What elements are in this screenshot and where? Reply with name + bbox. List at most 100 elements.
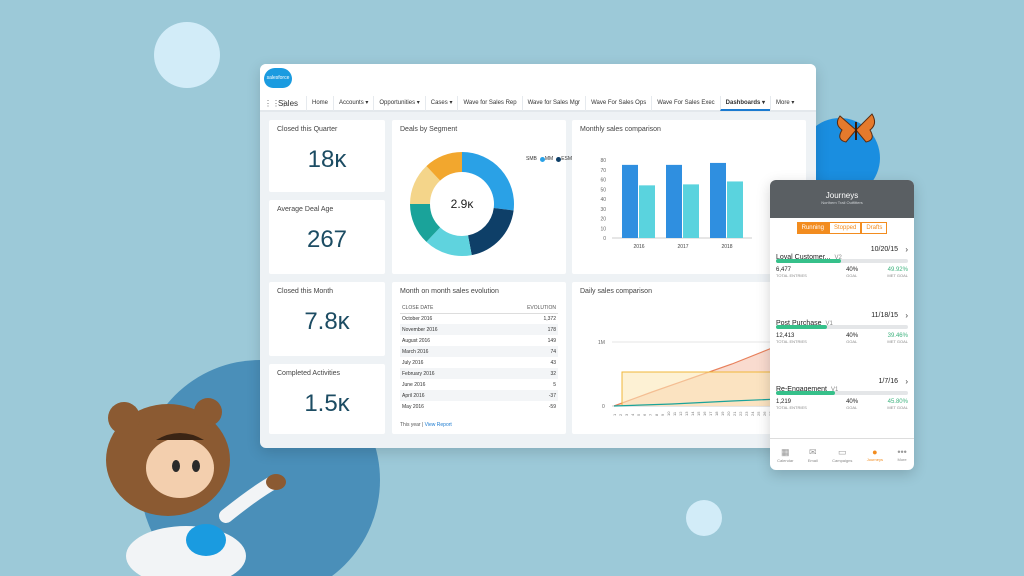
table-row[interactable]: March 2016 74 (400, 346, 558, 357)
table-row[interactable]: February 2016 32 (400, 368, 558, 379)
table-row[interactable]: April 2016 -37 (400, 390, 558, 401)
card-title: Daily sales comparison (580, 288, 652, 295)
legend-swatch (556, 156, 562, 162)
sales-evolution-card[interactable]: Month on month sales evolution CLOSE DAT… (392, 282, 566, 434)
donut-slice[interactable] (426, 227, 472, 256)
donut-slice[interactable] (462, 152, 514, 211)
journey-stats: 1,219 TOTAL ENTRIES 40% GOAL 45.80% MET GOAL (776, 399, 908, 410)
journeys-title: Journeys (825, 191, 859, 200)
tab-drafts[interactable]: Drafts (861, 222, 888, 234)
goal-stat: 40% GOAL (846, 399, 859, 410)
evolution-cell: -37 (486, 390, 558, 401)
metric-card[interactable]: Completed Activities 1.5ᴋ (269, 364, 385, 434)
table-row[interactable]: August 2016 149 (400, 335, 558, 346)
close-date-cell: March 2016 (400, 346, 487, 357)
nav-item-wave-rep[interactable]: Wave for Sales Rep (457, 95, 521, 111)
metric-value: 1.5ᴋ (304, 390, 350, 417)
bar[interactable] (710, 162, 726, 238)
bar[interactable] (666, 164, 682, 238)
y-tick-label: 0 (602, 404, 605, 410)
journey-row[interactable]: Loyal Customer... V2 10/20/15 › 6,477 TOTAL E… (776, 245, 908, 304)
journey-row[interactable]: Post Purchase V1 11/18/15 › 12,413 TOTAL ENTR… (776, 311, 908, 370)
donut-slice[interactable] (410, 204, 441, 242)
x-tick-label: 12 (678, 411, 683, 416)
monthly-sales-card[interactable]: Monthly sales comparison 80 70 60 50 40 30 20 1… (572, 120, 806, 274)
x-tick-label: 9 (660, 413, 665, 416)
card-title: Deals by Segment (400, 126, 458, 133)
metric-card[interactable]: Average Deal Age 267 (269, 200, 385, 274)
tab-more[interactable]: ••• More (897, 447, 906, 462)
column-header[interactable]: EVOLUTION (486, 304, 558, 314)
salesforce-logo[interactable]: salesforce (264, 68, 292, 88)
progress-fill (776, 325, 828, 329)
tab-running[interactable]: Running (796, 222, 829, 234)
nav-item-wave-ops[interactable]: Wave For Sales Ops (585, 95, 651, 111)
legend-item[interactable]: SMB (526, 154, 545, 164)
line-series (613, 397, 805, 407)
mascot-illustration (106, 398, 286, 576)
journey-icon: ● (872, 447, 878, 457)
donut-slice[interactable] (426, 152, 462, 181)
table-row[interactable]: October 2016 1,372 (400, 313, 558, 324)
nav-item-wave-mgr[interactable]: Wave for Sales Mgr (521, 95, 585, 111)
x-tick-label: 2 (618, 413, 623, 416)
chevron-right-icon[interactable]: › (905, 377, 908, 386)
metric-card[interactable]: Closed this Quarter 18ᴋ (269, 120, 385, 192)
nav-item-wave-exec[interactable]: Wave For Sales Exec (651, 95, 719, 111)
legend-swatch (539, 156, 545, 162)
metric-card[interactable]: Closed this Month 7.8ᴋ (269, 282, 385, 356)
tab-journeys[interactable]: ● Journeys (867, 447, 883, 462)
table-row[interactable]: June 2016 5 (400, 379, 558, 390)
bar[interactable] (639, 185, 655, 238)
x-tick-label: 23 (744, 411, 749, 416)
app-launcher-icon[interactable]: ⋮⋮⋮ (264, 98, 288, 108)
x-tick-label: 4 (630, 413, 635, 416)
tab-label: Journeys (866, 457, 883, 462)
donut-slice[interactable] (410, 166, 441, 204)
x-tick-label: 19 (720, 411, 725, 416)
goal-stat: 40% GOAL (846, 267, 859, 278)
daily-sales-card[interactable]: Daily sales comparison 1M 0 1 2 3 4 5 6 7 8 9 10 1… (572, 282, 806, 434)
tab-calendar[interactable]: ▦ Calendar (777, 447, 793, 463)
nav-item-opportunities[interactable]: Opportunities ▾ (373, 95, 424, 111)
journeys-subtitle: Northern Trail Outfitters (821, 200, 863, 205)
tab-stopped[interactable]: Stopped (828, 222, 862, 234)
nav-item-cases[interactable]: Cases ▾ (424, 95, 458, 111)
table-footer: This year | View Report (400, 422, 452, 428)
x-tick-label: 8 (654, 413, 659, 416)
tab-email[interactable]: ✉ Email (808, 447, 818, 463)
legend-item[interactable]: MM (545, 154, 562, 164)
bar[interactable] (727, 181, 743, 238)
journey-version: V1 (825, 321, 833, 327)
journey-date: 11/18/15 (871, 312, 898, 319)
donut-slice[interactable] (467, 208, 514, 256)
x-tick-label: 21 (732, 411, 737, 416)
met-goal-stat: 39.46% MET GOAL (887, 333, 908, 344)
tab-campaigns[interactable]: ▭ Campaigns (832, 447, 852, 463)
chevron-right-icon[interactable]: › (905, 245, 908, 254)
column-header[interactable]: CLOSE DATE (400, 304, 487, 314)
nav-item-more[interactable]: More ▾ (770, 95, 799, 111)
view-report-link[interactable]: View Report (424, 422, 452, 428)
table-row[interactable]: July 2016 43 (400, 357, 558, 368)
metric-value: 267 (306, 226, 348, 253)
close-date-cell: June 2016 (402, 381, 426, 388)
chevron-right-icon[interactable]: › (905, 311, 908, 320)
evolution-cell: 178 (486, 324, 558, 335)
bar[interactable] (683, 184, 699, 238)
journey-row[interactable]: Re-Engagement V1 1/7/16 › 1,219 TOTAL ENTRIES… (776, 377, 908, 436)
decor-bubble (686, 500, 722, 536)
bar[interactable] (622, 164, 638, 238)
y-tick-label: 1M (598, 340, 605, 346)
dashboard-window: salesforce ⋮⋮⋮ Sales Home Accounts ▾ Opp… (260, 64, 816, 448)
table-row[interactable]: November 2016 178 (400, 324, 558, 335)
card-title: Month on month sales evolution (400, 288, 499, 295)
nav-item-dashboards[interactable]: Dashboards ▾ (719, 95, 771, 111)
table-row[interactable]: May 2016 -59 (400, 401, 558, 412)
metric-value: 7.8ᴋ (304, 308, 350, 335)
tab-label: More (897, 457, 907, 462)
nav-item-home[interactable]: Home (306, 95, 333, 111)
deals-by-segment-card[interactable]: Deals by Segment 2.9ᴋ Segment SMBMMESMBC… (392, 120, 641, 274)
evolution-cell: 149 (547, 337, 556, 344)
nav-item-accounts[interactable]: Accounts ▾ (333, 95, 373, 111)
